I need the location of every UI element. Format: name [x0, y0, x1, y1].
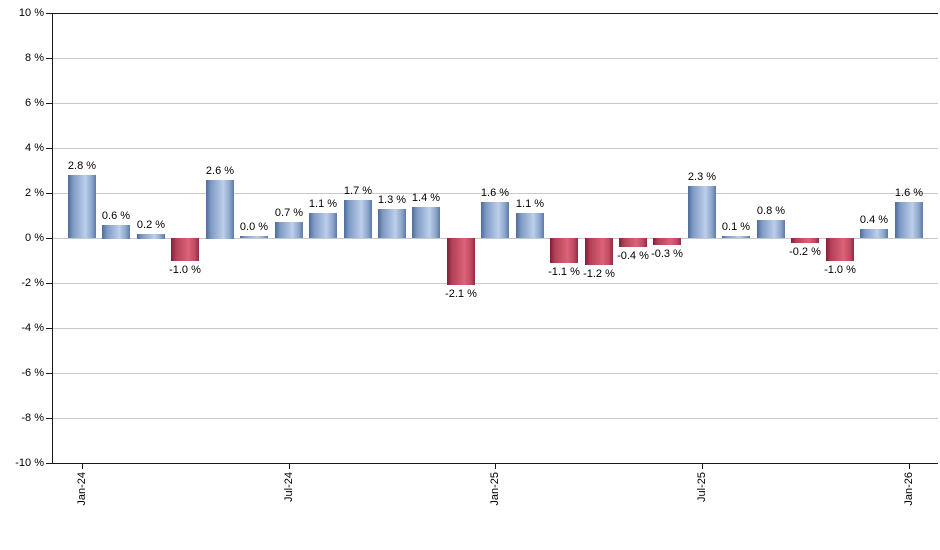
bar-value-label: -1.0 % — [169, 264, 201, 276]
bar-value-label: 0.8 % — [756, 205, 786, 217]
bar — [344, 200, 372, 238]
bar-value-label: -0.2 % — [789, 246, 821, 258]
bar-value-label: -1.2 % — [583, 268, 615, 280]
bar — [102, 225, 130, 239]
y-axis-line — [52, 13, 53, 463]
bar-value-label: 1.7 % — [343, 185, 373, 197]
gridline — [52, 418, 938, 419]
bar — [722, 236, 750, 238]
bar-value-label: -1.0 % — [824, 264, 856, 276]
gridline — [52, 328, 938, 329]
bar-value-label: 0.2 % — [136, 219, 166, 231]
gridline — [52, 238, 938, 239]
bar — [68, 175, 96, 238]
gridline — [52, 283, 938, 284]
bar — [447, 238, 475, 285]
bar — [309, 213, 337, 238]
bar-value-label: 1.3 % — [377, 194, 407, 206]
gridline — [52, 58, 938, 59]
bar-value-label: 1.4 % — [411, 192, 441, 204]
gridline — [52, 373, 938, 374]
y-axis-tick — [46, 58, 52, 59]
bar-value-label: 1.6 % — [894, 187, 924, 199]
y-axis-tick — [46, 328, 52, 329]
bar — [619, 238, 647, 247]
bar-value-label: -0.4 % — [617, 250, 649, 262]
bar — [275, 222, 303, 238]
bar — [481, 202, 509, 238]
x-axis-tick-label: Jan-26 — [903, 472, 915, 506]
y-axis-tick — [46, 13, 52, 14]
bar — [378, 209, 406, 238]
bar-value-label: -2.1 % — [445, 288, 477, 300]
y-axis-tick-label: 10 % — [18, 7, 44, 19]
x-axis-tick — [289, 463, 290, 469]
y-axis-tick — [46, 463, 52, 464]
bar-value-label: 0.0 % — [239, 221, 269, 233]
y-axis-tick-label: -8 % — [21, 412, 44, 424]
x-axis-tick-label: Jul-24 — [283, 472, 295, 502]
y-axis-tick-label: -2 % — [21, 277, 44, 289]
bar — [757, 220, 785, 238]
y-axis-tick-label: -4 % — [21, 322, 44, 334]
bar-value-label: 0.4 % — [859, 214, 889, 226]
bar-value-label: 0.1 % — [721, 221, 751, 233]
bar — [791, 238, 819, 243]
bar-value-label: 2.8 % — [67, 160, 97, 172]
bar — [206, 180, 234, 239]
x-axis-tick-label: Jul-25 — [696, 472, 708, 502]
bar-value-label: -1.1 % — [548, 266, 580, 278]
y-axis-tick — [46, 193, 52, 194]
bar-value-label: 1.1 % — [515, 198, 545, 210]
x-axis-tick — [909, 463, 910, 469]
y-axis-tick-label: 8 % — [25, 52, 44, 64]
y-axis-tick-label: 0 % — [25, 232, 44, 244]
bar-value-label: 1.1 % — [308, 198, 338, 210]
gridline — [52, 148, 938, 149]
y-axis-tick-label: 6 % — [25, 97, 44, 109]
bar — [688, 186, 716, 238]
y-axis-tick — [46, 238, 52, 239]
y-axis-tick — [46, 148, 52, 149]
x-axis-tick — [702, 463, 703, 469]
y-axis-tick-label: 2 % — [25, 187, 44, 199]
bar — [412, 207, 440, 238]
bar — [653, 238, 681, 245]
bar — [171, 238, 199, 261]
y-axis-tick — [46, 103, 52, 104]
bar — [550, 238, 578, 263]
bar — [585, 238, 613, 265]
bar — [516, 213, 544, 238]
x-axis-tick — [82, 463, 83, 469]
bar-value-label: 2.6 % — [205, 165, 235, 177]
x-axis-tick — [495, 463, 496, 469]
bar — [895, 202, 923, 238]
bar-value-label: -0.3 % — [651, 248, 683, 260]
bar — [860, 229, 888, 238]
bar — [826, 238, 854, 261]
bar-value-label: 1.6 % — [480, 187, 510, 199]
x-axis-tick-label: Jan-25 — [489, 472, 501, 506]
y-axis-tick — [46, 418, 52, 419]
gridline — [52, 103, 938, 104]
x-axis-tick-label: Jan-24 — [76, 472, 88, 506]
bar — [240, 236, 268, 238]
y-axis-tick-label: -10 % — [15, 457, 44, 469]
plot-border-line — [52, 13, 938, 14]
bar — [137, 234, 165, 239]
y-axis-tick — [46, 283, 52, 284]
bar-value-label: 0.7 % — [274, 207, 304, 219]
y-axis-tick — [46, 373, 52, 374]
gridline — [52, 193, 938, 194]
bar-value-label: 0.6 % — [101, 210, 131, 222]
y-axis-tick-label: 4 % — [25, 142, 44, 154]
bar-value-label: 2.3 % — [687, 171, 717, 183]
y-axis-tick-label: -6 % — [21, 367, 44, 379]
